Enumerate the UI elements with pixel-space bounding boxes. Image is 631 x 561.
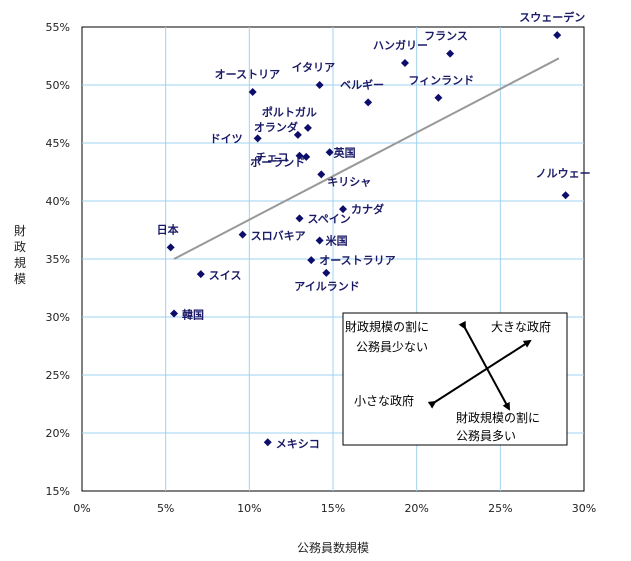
x-tick-label: 5% bbox=[157, 502, 174, 515]
data-point bbox=[446, 49, 455, 58]
data-point-label: ポーランド bbox=[250, 155, 305, 169]
data-point bbox=[253, 134, 262, 143]
x-tick-label: 20% bbox=[404, 502, 428, 515]
x-axis-title: 公務員数規模 bbox=[297, 540, 369, 555]
data-point-label: スウェーデン bbox=[519, 10, 585, 24]
data-point bbox=[400, 58, 409, 67]
y-axis-title: 財政規模 bbox=[14, 223, 26, 286]
trendline bbox=[173, 57, 560, 260]
data-point bbox=[364, 98, 373, 107]
data-point-label: フランス bbox=[424, 30, 468, 43]
data-point-label: チェコ bbox=[256, 151, 289, 164]
y-tick-label: 45% bbox=[46, 137, 70, 150]
data-point-label: 英国 bbox=[333, 145, 356, 159]
x-tick-label: 10% bbox=[237, 502, 261, 515]
data-point-label: 米国 bbox=[325, 233, 348, 247]
data-point bbox=[553, 31, 562, 40]
data-point-label: アイルランド bbox=[294, 280, 359, 293]
data-point bbox=[166, 243, 175, 252]
data-point bbox=[322, 268, 331, 277]
y-tick-label: 25% bbox=[46, 369, 70, 382]
label-small-government: 小さな政府 bbox=[354, 393, 414, 408]
y-tick-label: 35% bbox=[46, 253, 70, 266]
y-tick-label: 30% bbox=[46, 311, 70, 324]
data-point-label: 韓国 bbox=[182, 308, 204, 322]
data-point bbox=[248, 87, 257, 96]
data-point bbox=[561, 191, 570, 200]
data-point-label: オランダ bbox=[254, 120, 298, 134]
data-point bbox=[295, 214, 304, 223]
data-point-label: メキシコ bbox=[276, 437, 320, 450]
y-tick-label: 55% bbox=[46, 21, 70, 34]
data-point-label: 日本 bbox=[157, 222, 179, 236]
trendline-group bbox=[173, 57, 560, 260]
label-big-government: 大きな政府 bbox=[491, 319, 551, 334]
data-point bbox=[295, 151, 304, 160]
data-point bbox=[307, 256, 316, 265]
data-point bbox=[170, 309, 179, 318]
data-point bbox=[315, 236, 324, 245]
data-point bbox=[196, 270, 205, 279]
label-bottom-right-2: 公務員多い bbox=[456, 429, 516, 443]
data-point-label: スロバキア bbox=[251, 230, 306, 243]
data-point-label: ドイツ bbox=[210, 132, 243, 145]
data-point-label: ハンガリー bbox=[373, 38, 428, 52]
data-point-label: オーストラリア bbox=[319, 254, 395, 267]
data-point bbox=[303, 123, 312, 132]
x-tick-label: 0% bbox=[73, 502, 90, 515]
data-point-label: ベルギー bbox=[340, 77, 384, 91]
data-point-label: ポルトガル bbox=[262, 105, 317, 119]
data-point-label: スイス bbox=[209, 269, 242, 282]
data-point-label: スペイン bbox=[308, 212, 351, 225]
x-tick-label: 30% bbox=[572, 502, 596, 515]
data-point bbox=[293, 130, 302, 139]
y-tick-label: 20% bbox=[46, 427, 70, 440]
data-point-label: カナダ bbox=[351, 202, 384, 216]
data-point-label: ノルウェー bbox=[536, 167, 591, 180]
data-point bbox=[317, 170, 326, 179]
x-tick-label: 15% bbox=[321, 502, 345, 515]
data-point bbox=[434, 93, 443, 102]
tick-labels: 0% 5% 10% 15% 20% 25% 30% 15% 20% 25% 30% 35% 40% 45%… bbox=[46, 21, 597, 515]
data-point bbox=[238, 230, 247, 239]
data-point-label: イタリア bbox=[292, 61, 336, 74]
label-top-left-1: 財政規模の割に bbox=[345, 319, 429, 334]
data-point-label: オーストリア bbox=[215, 68, 280, 81]
y-tick-label: 50% bbox=[46, 79, 70, 92]
data-point-label: フィンランド bbox=[408, 74, 474, 87]
label-bottom-right-1: 財政規模の割に bbox=[456, 410, 540, 425]
y-tick-label: 15% bbox=[46, 485, 70, 498]
data-point-label: キリシャ bbox=[327, 175, 371, 188]
x-tick-label: 25% bbox=[488, 502, 512, 515]
y-tick-label: 40% bbox=[46, 195, 70, 208]
annotation-box: 財政規模の割に 公務員少ない 大きな政府 小さな政府 財政規模の割に 公務員多い bbox=[342, 312, 568, 446]
label-top-left-2: 公務員少ない bbox=[356, 340, 428, 354]
data-point bbox=[339, 205, 348, 214]
ratio-arrow bbox=[458, 320, 510, 411]
data-point bbox=[325, 148, 334, 157]
data-point bbox=[302, 152, 311, 161]
data-point bbox=[315, 81, 324, 89]
data-point bbox=[263, 438, 272, 447]
